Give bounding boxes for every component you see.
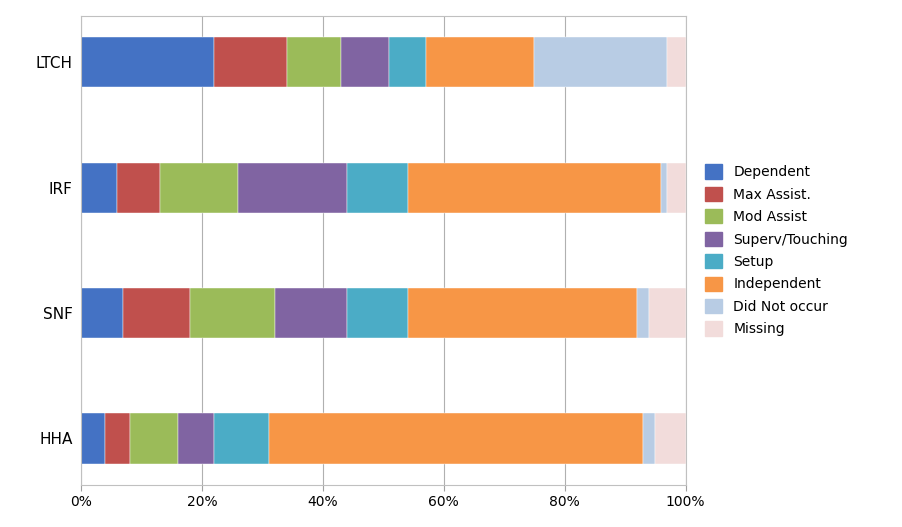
Bar [637, 288, 649, 338]
Bar [347, 162, 408, 213]
Bar [190, 288, 274, 338]
Bar [124, 288, 190, 338]
Bar [390, 37, 426, 87]
Bar [643, 413, 655, 464]
Bar [408, 162, 661, 213]
Bar [655, 413, 686, 464]
Bar [214, 37, 287, 87]
Bar [269, 413, 643, 464]
Bar [81, 288, 124, 338]
Bar [287, 37, 341, 87]
Bar [178, 413, 214, 464]
Bar [347, 288, 408, 338]
Bar [130, 413, 178, 464]
Bar [238, 162, 347, 213]
Bar [426, 37, 534, 87]
Bar [649, 288, 686, 338]
Bar [408, 288, 637, 338]
Bar [117, 162, 160, 213]
Bar [661, 162, 667, 213]
Bar [106, 413, 130, 464]
Bar [667, 162, 686, 213]
Bar [341, 37, 390, 87]
Bar [214, 413, 269, 464]
Bar [81, 162, 117, 213]
Bar [160, 162, 238, 213]
Bar [81, 37, 214, 87]
Legend: Dependent, Max Assist., Mod Assist, Superv/Touching, Setup, Independent, Did Not: Dependent, Max Assist., Mod Assist, Supe… [698, 158, 855, 343]
Bar [534, 37, 667, 87]
Bar [667, 37, 686, 87]
Bar [81, 413, 106, 464]
Bar [274, 288, 347, 338]
